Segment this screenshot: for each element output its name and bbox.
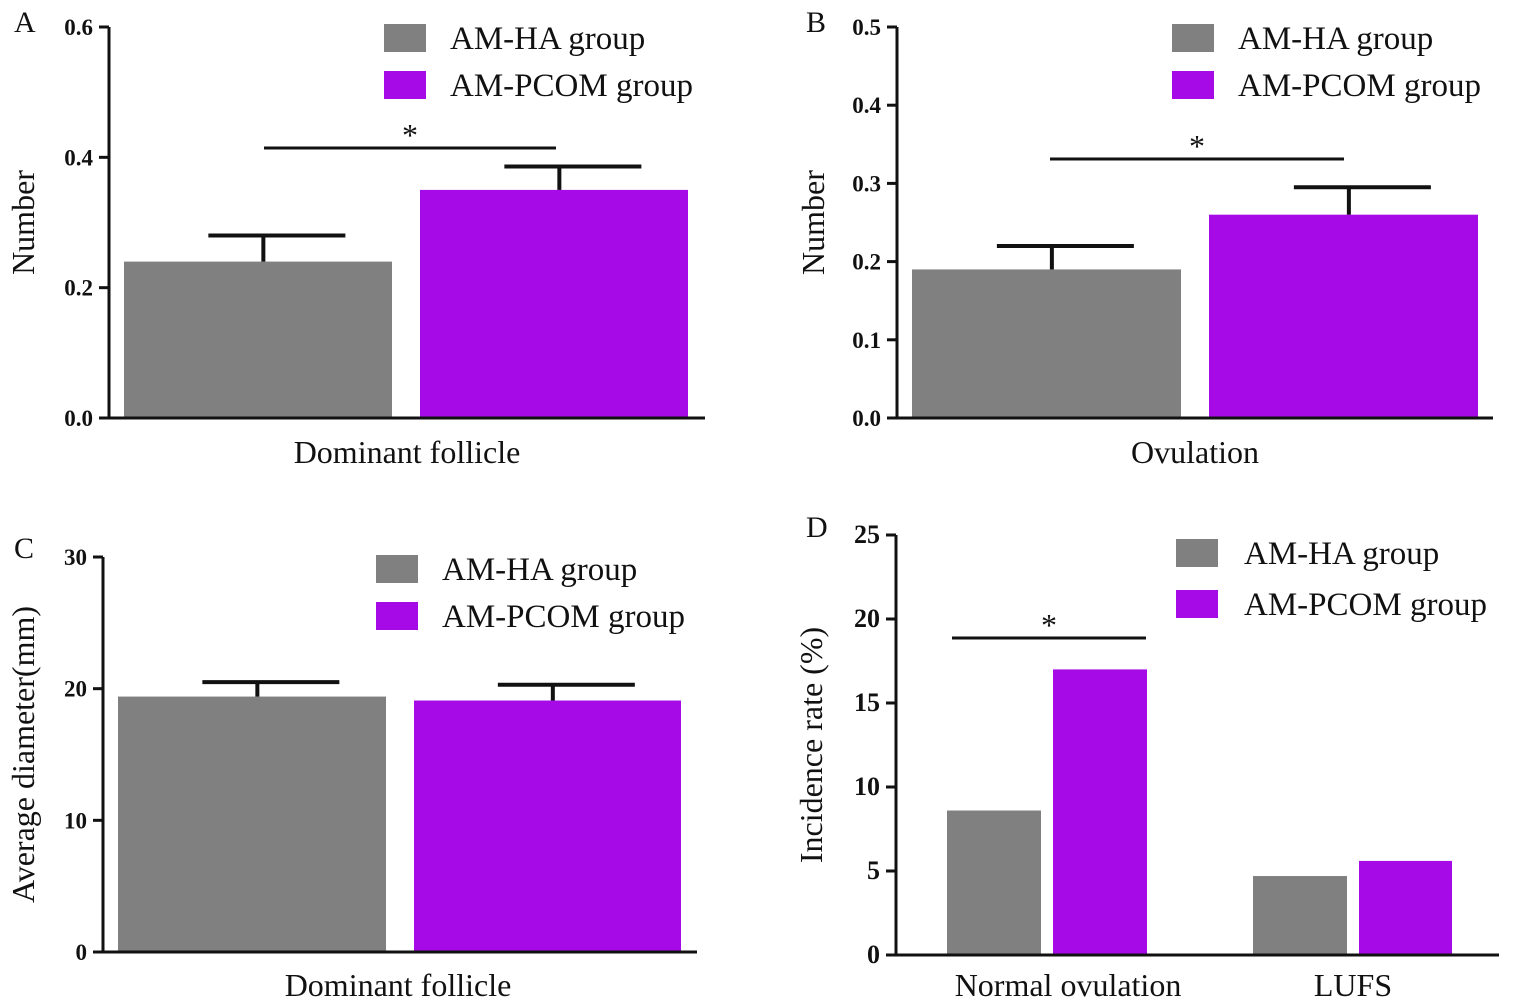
y-tick-label: 30 [64, 545, 87, 570]
y-tick-label: 0.4 [64, 145, 93, 170]
legend-swatch [376, 555, 418, 583]
y-tick-label: 0.5 [852, 15, 881, 40]
x-axis-label: Dominant follicle [294, 434, 521, 470]
y-axis-label: Incidence rate (%) [793, 627, 829, 863]
bar [1359, 860, 1452, 955]
significance-star: * [1189, 128, 1205, 164]
bar [124, 261, 392, 418]
y-tick-label: 0.0 [852, 406, 881, 431]
y-tick-label: 0 [76, 940, 88, 965]
y-tick-label: 0.2 [852, 250, 881, 275]
bar [1053, 669, 1147, 955]
y-tick-label: 25 [854, 520, 880, 549]
y-tick-label: 15 [854, 688, 880, 717]
legend-swatch [1176, 590, 1218, 618]
y-tick-label: 0.6 [64, 15, 93, 40]
legend-label: AM-HA group [450, 21, 645, 57]
panel-c: C 0 10 20 30 Average diameter(mm) Dominant fol… [5, 532, 697, 1003]
y-tick-label: 0.3 [852, 171, 881, 196]
bar [1209, 214, 1478, 418]
y-tick-label: 0.2 [64, 276, 93, 301]
bar [947, 810, 1041, 955]
y-axis-label: Number [795, 170, 831, 275]
panel-b: B 0.0 0.1 0.2 0.3 0.4 0.5 Number Ovulation * AM-HA… [795, 6, 1493, 470]
x-tick-label: LUFS [1314, 967, 1392, 1003]
y-tick-label: 10 [64, 808, 87, 833]
legend-label: AM-HA group [1238, 21, 1433, 57]
legend-label: AM-PCOM group [450, 68, 693, 104]
legend-swatch [1176, 539, 1218, 567]
panel-letter: A [14, 6, 36, 39]
legend-swatch [384, 71, 426, 99]
bar [118, 696, 386, 952]
panel-a: A 0.0 0.2 0.4 0.6 Number Dominant follicle * AM-… [5, 6, 705, 470]
y-axis-label: Average diameter(mm) [5, 606, 41, 903]
legend-label: AM-PCOM group [1244, 587, 1487, 623]
panel-letter: D [806, 511, 828, 544]
legend-label: AM-PCOM group [1238, 68, 1481, 104]
legend-swatch [1172, 71, 1214, 99]
bar [1253, 876, 1347, 955]
bar [420, 189, 688, 418]
y-tick-label: 0.4 [852, 93, 881, 118]
x-tick-label: Normal ovulation [955, 967, 1182, 1003]
y-tick-label: 10 [854, 772, 880, 801]
panel-d: D Normal ovulation LUFS 0 5 10 15 20 25 Incidence… [793, 511, 1499, 1003]
y-tick-label: 5 [867, 856, 880, 885]
bar [414, 700, 681, 952]
legend-swatch [376, 602, 418, 630]
bar [912, 269, 1181, 418]
significance-star: * [402, 117, 418, 153]
y-tick-label: 0.0 [64, 406, 93, 431]
y-tick-label: 0.1 [852, 328, 881, 353]
y-tick-label: 20 [64, 677, 87, 702]
legend-swatch [1172, 24, 1214, 52]
panel-letter: C [14, 532, 34, 565]
legend-label: AM-PCOM group [442, 599, 685, 635]
panel-letter: B [806, 6, 826, 39]
x-axis-label: Dominant follicle [285, 967, 512, 1003]
x-axis-label: Ovulation [1131, 434, 1259, 470]
legend-label: AM-HA group [1244, 536, 1439, 572]
y-tick-label: 20 [854, 604, 880, 633]
y-axis-label: Number [5, 170, 41, 275]
legend-swatch [384, 24, 426, 52]
y-tick-label: 0 [867, 940, 880, 969]
significance-star: * [1041, 607, 1057, 643]
legend-label: AM-HA group [442, 552, 637, 588]
